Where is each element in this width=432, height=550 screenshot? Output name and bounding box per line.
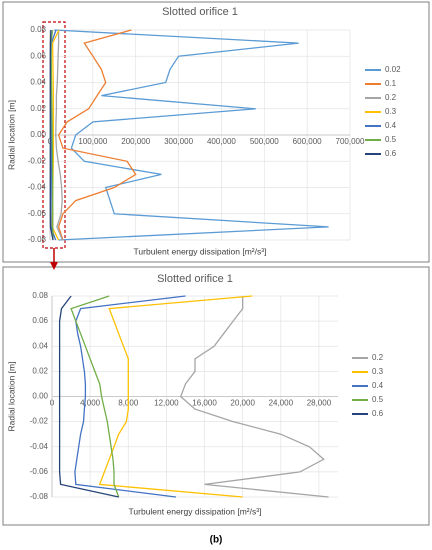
y-tick-label: 0.00 [32, 392, 48, 401]
legend-label: 0.5 [372, 395, 384, 404]
x-tick-label: 100,000 [78, 137, 107, 146]
y-tick-label: -0.06 [28, 209, 47, 218]
legend-label: 0.5 [385, 135, 397, 144]
x-tick-label: 24,000 [269, 399, 294, 408]
y-tick-label: -0.02 [28, 156, 47, 165]
legend-label: 0.6 [372, 409, 384, 418]
series-line [57, 29, 137, 241]
y-tick-label: 0.08 [30, 25, 46, 34]
legend-label: 0.3 [385, 107, 397, 116]
panel-frame [2, 266, 430, 526]
y-tick-label: 0.06 [32, 316, 48, 325]
legend-label: 0.2 [372, 353, 384, 362]
y-tick-label: 0.08 [32, 291, 48, 300]
x-axis-label: Turbulent energy dissipation [m²/s³] [129, 506, 262, 516]
y-tick-label: -0.08 [30, 492, 49, 501]
x-tick-label: 28,000 [307, 399, 332, 408]
series-line [70, 295, 120, 498]
x-tick-label: 300,000 [164, 137, 193, 146]
chart-title: Slotted orifice 1 [157, 273, 233, 285]
legend-label: 0.02 [385, 65, 401, 74]
series-line [74, 295, 186, 498]
x-tick-label: 20,000 [230, 399, 255, 408]
x-tick-label: 500,000 [250, 137, 279, 146]
series-line [98, 295, 253, 498]
y-tick-label: 0.06 [30, 51, 46, 60]
y-tick-label: -0.06 [30, 467, 49, 476]
y-tick-label: -0.04 [28, 183, 47, 192]
x-tick-label: 600,000 [293, 137, 322, 146]
legend-label: 0.2 [385, 93, 397, 102]
zoom-arrow-head [50, 262, 58, 270]
series-line [58, 295, 119, 498]
y-axis-label: Radial location [m] [6, 362, 16, 432]
series-line [55, 30, 63, 241]
y-tick-label: 0.02 [30, 104, 46, 113]
legend-label: 0.6 [385, 149, 397, 158]
x-tick-label: 400,000 [207, 137, 236, 146]
y-axis-label: Radial location [m] [6, 100, 16, 170]
panel-frame [2, 1, 430, 263]
chart-title: Slotted orifice 1 [162, 6, 238, 18]
x-tick-label: 200,000 [121, 137, 150, 146]
y-tick-label: -0.04 [30, 442, 49, 451]
y-tick-label: 0.04 [32, 341, 48, 350]
y-tick-label: -0.02 [30, 417, 49, 426]
y-tick-label: 0.04 [30, 78, 46, 87]
y-tick-label: 0.02 [32, 366, 48, 375]
series-line [50, 29, 54, 241]
x-tick-label: 4,000 [80, 399, 101, 408]
caption: (b) [210, 535, 223, 546]
series-line [179, 296, 329, 498]
y-tick-label: 0.00 [30, 130, 46, 139]
x-tick-label: 12,000 [154, 399, 179, 408]
series-line [54, 29, 329, 241]
y-tick-label: -0.08 [28, 235, 47, 244]
legend-label: 0.1 [385, 79, 397, 88]
x-axis-label: Turbulent energy dissipation [m²/s³] [134, 246, 267, 256]
legend-label: 0.4 [385, 121, 397, 130]
series-line [49, 29, 54, 241]
legend-label: 0.3 [372, 367, 384, 376]
x-tick-label: 16,000 [192, 399, 217, 408]
legend-label: 0.4 [372, 381, 384, 390]
x-tick-label: 700,000 [336, 137, 365, 146]
